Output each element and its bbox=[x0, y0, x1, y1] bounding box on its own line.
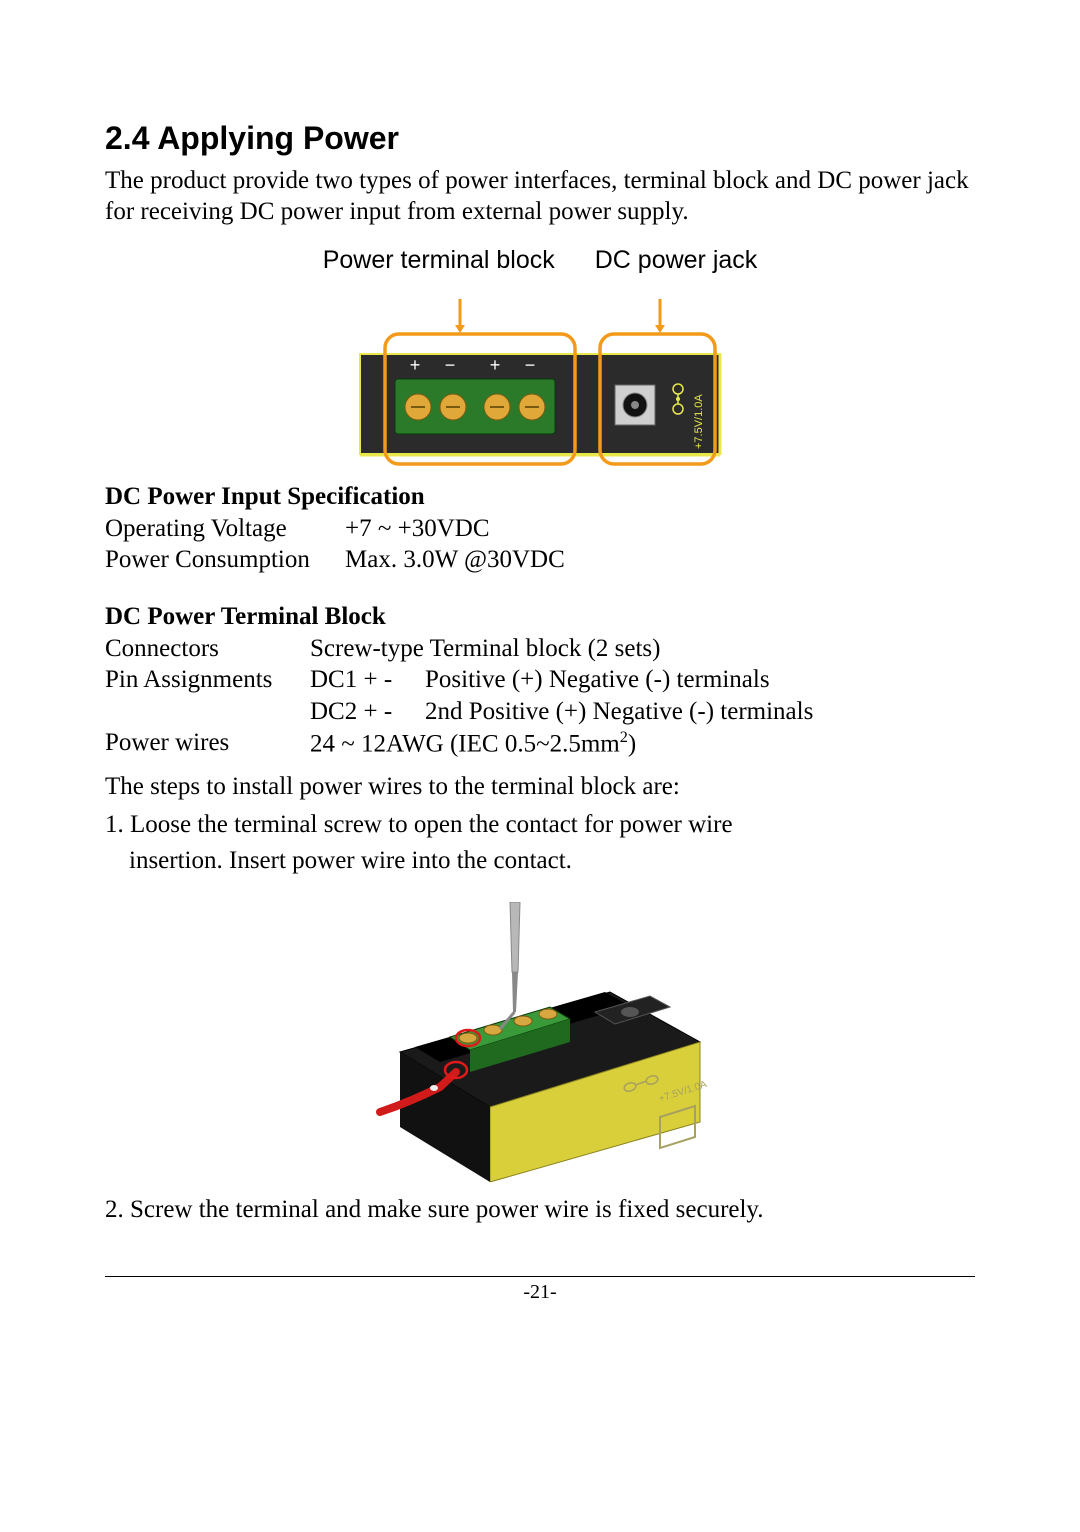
figure1-labels: Power terminal block DC power jack bbox=[105, 246, 975, 275]
footer-rule bbox=[105, 1276, 975, 1277]
spec-row: Power ConsumptionMax. 3.0W @30VDC bbox=[105, 544, 975, 575]
fig1-label-right: DC power jack bbox=[595, 246, 758, 275]
svg-text:+: + bbox=[410, 355, 421, 375]
figure1-diagram: + − + − +7.5V/1.0A bbox=[300, 299, 780, 469]
block-pin: DC2 + - bbox=[310, 696, 425, 727]
page-number: -21- bbox=[105, 1281, 975, 1304]
block-label: Pin Assignments bbox=[105, 664, 310, 695]
spec-row: Operating Voltage+7 ~ +30VDC bbox=[105, 513, 975, 544]
fig1-label-left: Power terminal block bbox=[323, 246, 555, 275]
svg-text:+7.5V/1.0A: +7.5V/1.0A bbox=[693, 393, 705, 448]
block-row: Power wires24 ~ 12AWG (IEC 0.5~2.5mm2) bbox=[105, 727, 975, 760]
section-heading: 2.4 Applying Power bbox=[105, 120, 975, 157]
step-2: 2. Screw the terminal and make sure powe… bbox=[105, 1194, 975, 1227]
block-row: Pin AssignmentsDC1 + -Positive (+) Negat… bbox=[105, 664, 975, 695]
spec-heading: DC Power Input Specification bbox=[105, 483, 975, 511]
block-value: Screw-type Terminal block (2 sets) bbox=[310, 633, 975, 664]
step-1-line2: insertion. Insert power wire into the co… bbox=[105, 845, 975, 878]
step-1-line1: 1. Loose the terminal screw to open the … bbox=[105, 809, 975, 842]
block-desc: 2nd Positive (+) Negative (-) terminals bbox=[425, 696, 975, 727]
block-label: Connectors bbox=[105, 633, 310, 664]
intro-paragraph: The product provide two types of power i… bbox=[105, 165, 975, 228]
steps-intro: The steps to install power wires to the … bbox=[105, 771, 975, 802]
block-row: ConnectorsScrew-type Terminal block (2 s… bbox=[105, 633, 975, 664]
svg-text:−: − bbox=[445, 355, 456, 375]
svg-text:+: + bbox=[490, 355, 501, 375]
block-value: 24 ~ 12AWG (IEC 0.5~2.5mm2) bbox=[310, 727, 975, 760]
block-label bbox=[105, 696, 310, 727]
spec-label: Operating Voltage bbox=[105, 513, 345, 544]
spec-label: Power Consumption bbox=[105, 544, 345, 575]
block-desc: Positive (+) Negative (-) terminals bbox=[425, 664, 975, 695]
block-label: Power wires bbox=[105, 727, 310, 760]
block-row: DC2 + -2nd Positive (+) Negative (-) ter… bbox=[105, 696, 975, 727]
figure2-diagram: +7.5V/1.0A bbox=[360, 902, 720, 1182]
block-heading: DC Power Terminal Block bbox=[105, 603, 975, 631]
block-pin: DC1 + - bbox=[310, 664, 425, 695]
spec-value: +7 ~ +30VDC bbox=[345, 513, 975, 544]
spec-value: Max. 3.0W @30VDC bbox=[345, 544, 975, 575]
svg-text:−: − bbox=[525, 355, 536, 375]
